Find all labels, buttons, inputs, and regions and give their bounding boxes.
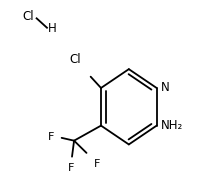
Text: F: F (68, 163, 74, 173)
Text: F: F (48, 132, 54, 142)
Text: Cl: Cl (70, 53, 81, 66)
Text: H: H (48, 22, 57, 35)
Text: NH₂: NH₂ (160, 119, 183, 132)
Text: Cl: Cl (22, 10, 34, 23)
Text: F: F (94, 159, 100, 168)
Text: N: N (160, 82, 169, 95)
